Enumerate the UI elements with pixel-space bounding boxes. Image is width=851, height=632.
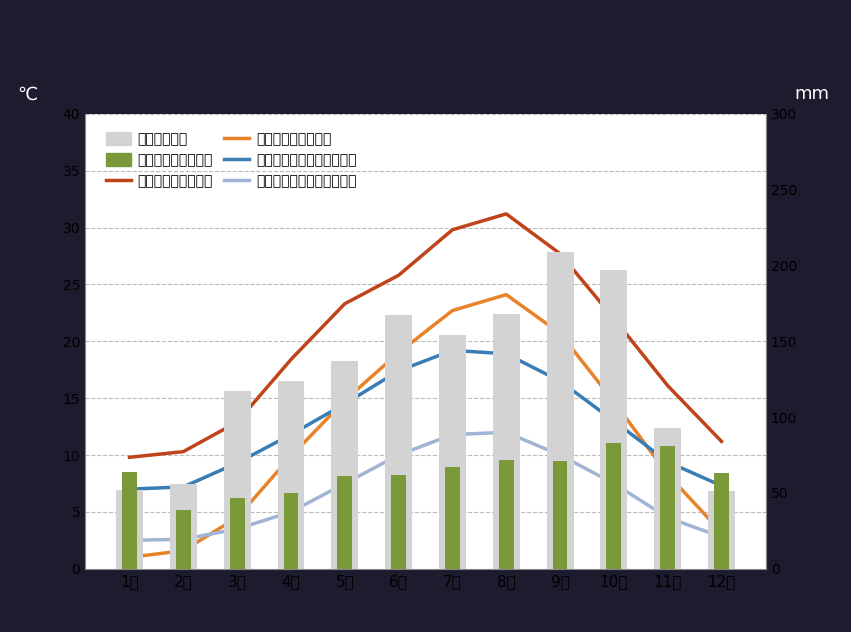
Bar (607, 443, 621, 569)
Bar (546, 252, 574, 569)
Bar (445, 467, 460, 569)
Bar (283, 493, 299, 569)
Bar (122, 471, 137, 569)
Bar (391, 475, 406, 569)
Bar (116, 490, 143, 569)
Text: ℃: ℃ (17, 85, 37, 103)
Bar (386, 315, 412, 569)
Bar (224, 391, 250, 569)
Bar (277, 380, 305, 569)
Text: mm: mm (795, 85, 830, 103)
Bar (714, 473, 729, 569)
Bar (552, 461, 568, 569)
Bar (654, 428, 681, 569)
Legend: 東京の降水量, エジンバラの降水量, 東京の平均最高気温, 東京の平均最低気温, エジンバラの平均最高気温, エジンバラの平均最低気温: 東京の降水量, エジンバラの降水量, 東京の平均最高気温, 東京の平均最低気温,… (99, 125, 363, 195)
Bar (708, 492, 735, 569)
Bar (499, 459, 514, 569)
Bar (170, 484, 197, 569)
Bar (331, 361, 358, 569)
Bar (493, 314, 520, 569)
Bar (439, 335, 465, 569)
Bar (660, 446, 675, 569)
Bar (601, 270, 627, 569)
Bar (176, 509, 191, 569)
Bar (230, 497, 244, 569)
Bar (337, 477, 352, 569)
